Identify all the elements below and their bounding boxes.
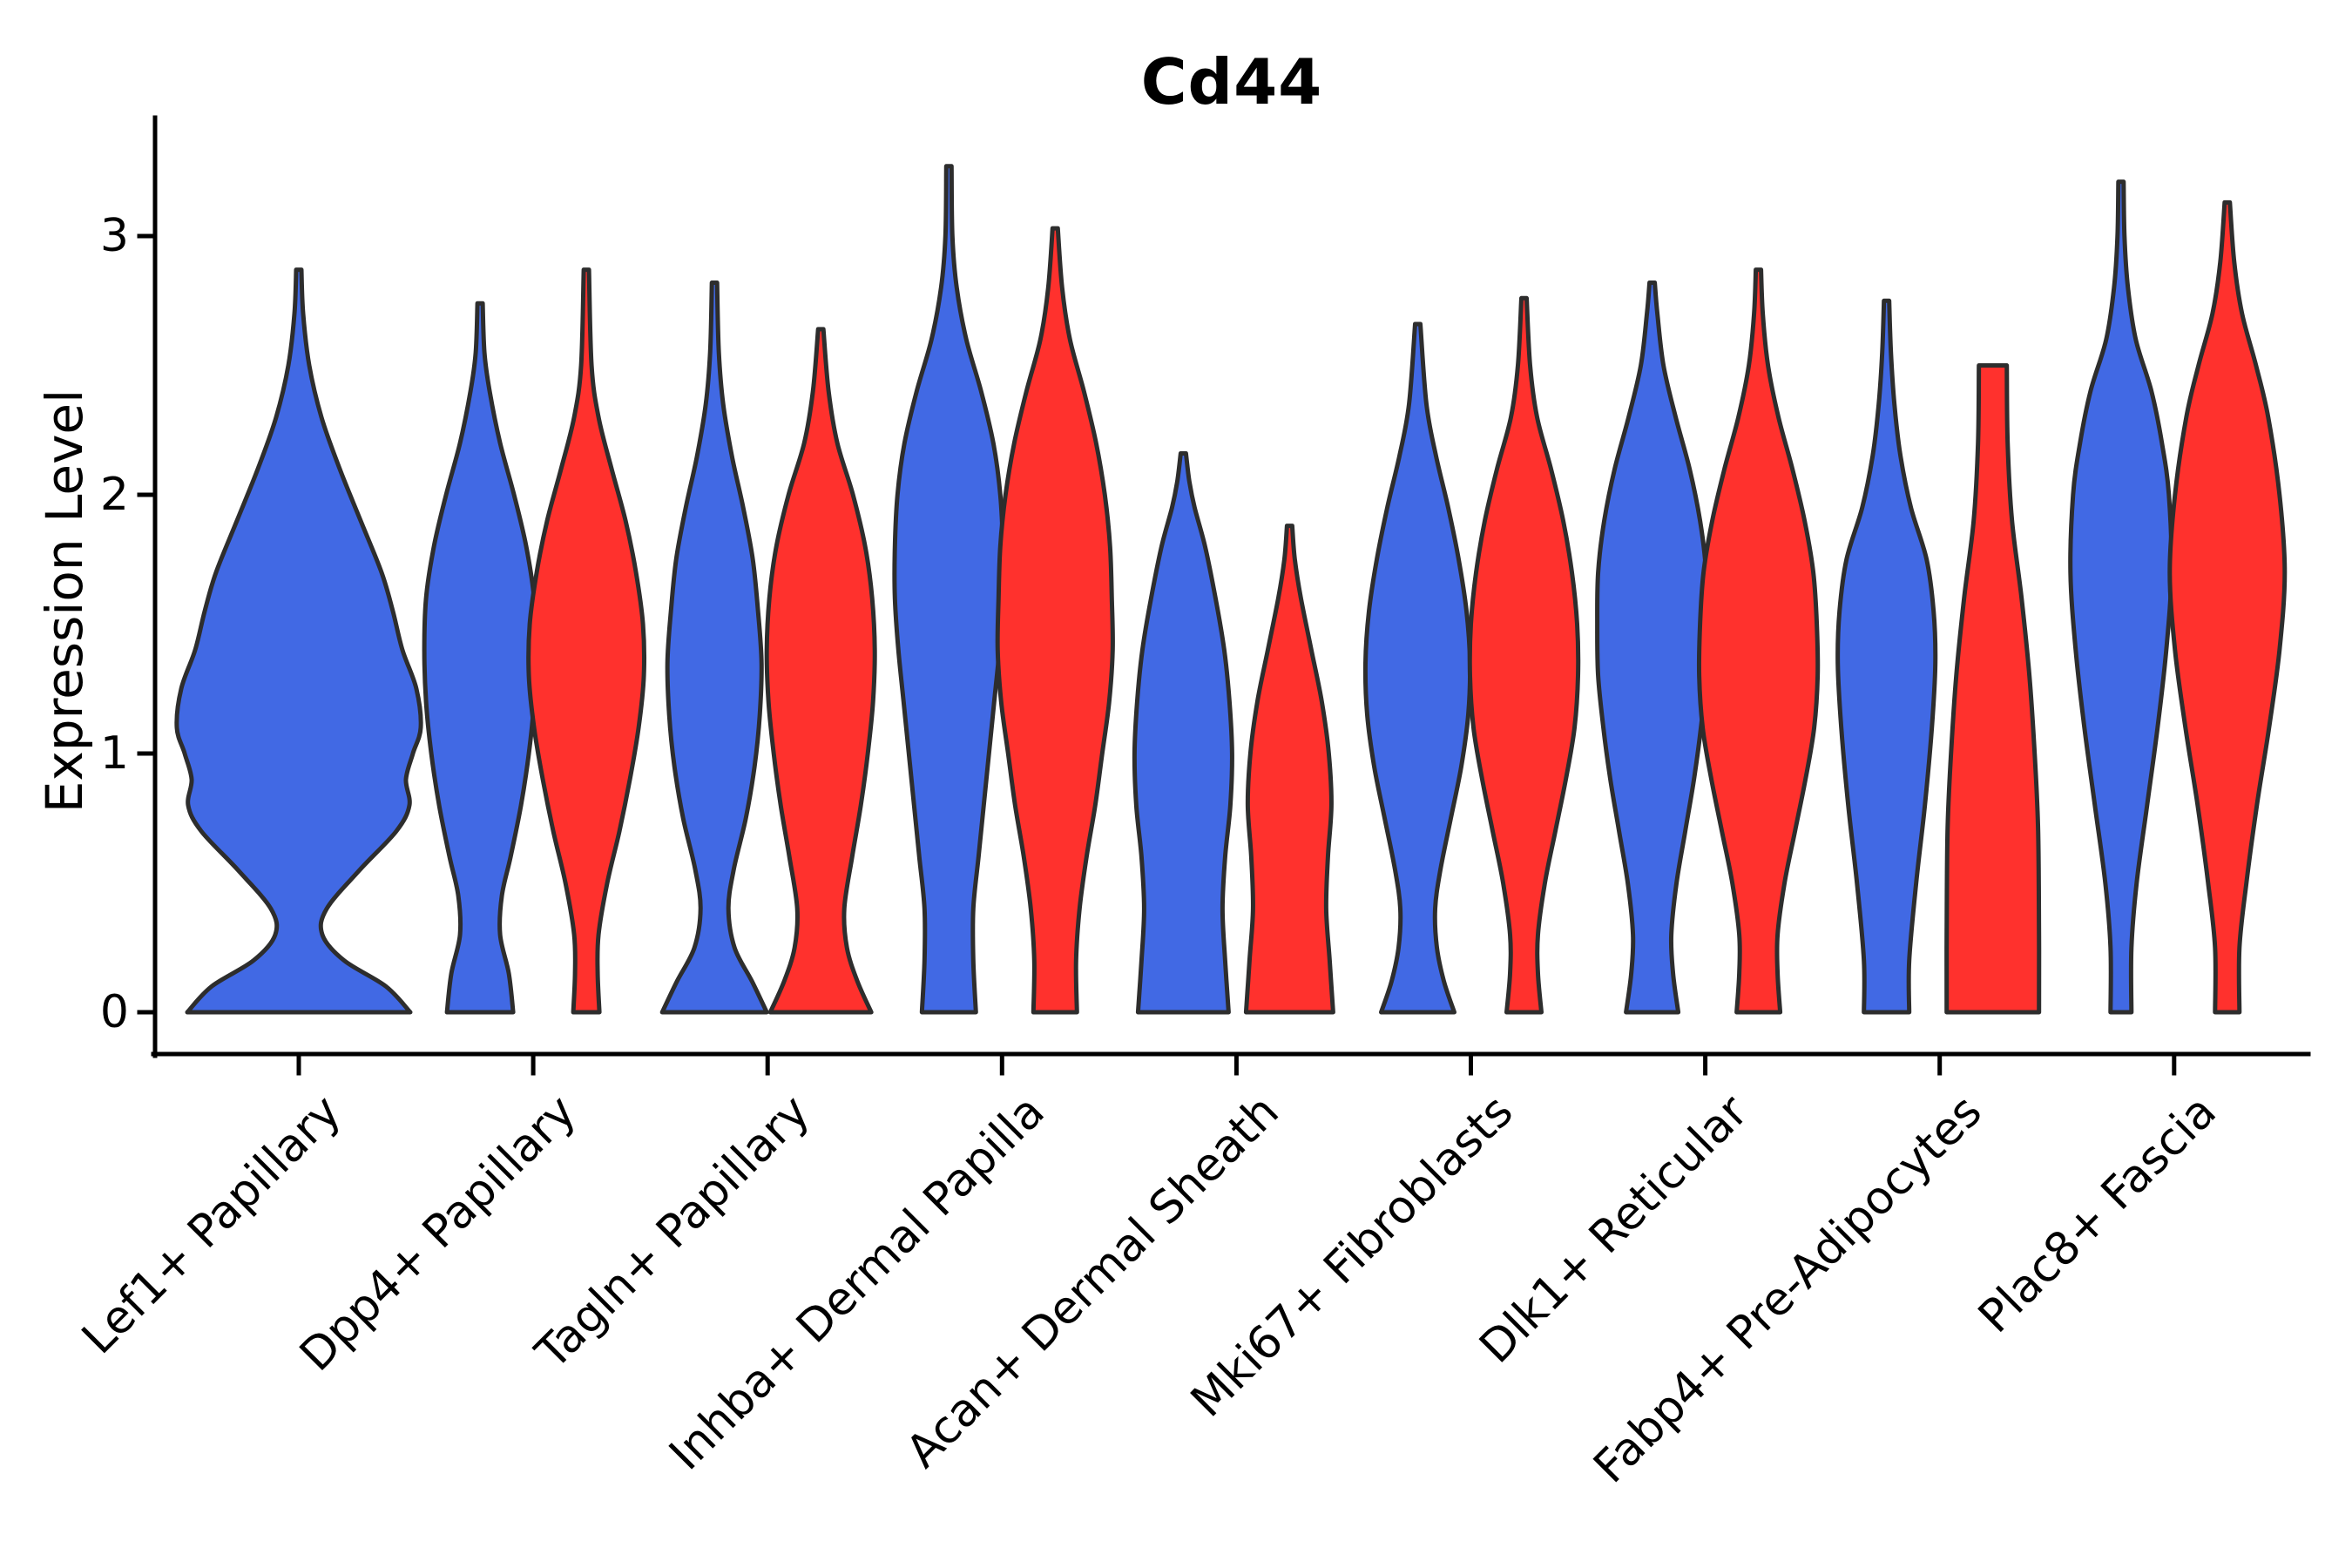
violin-Dpp4-red [526, 267, 647, 1015]
chart-title: Cd44 [1140, 45, 1323, 118]
violin-Plac8-red [2167, 199, 2288, 1015]
violin-Tagln-blue [659, 280, 769, 1015]
violin-Fabp4-red [1944, 363, 2042, 1015]
violin-Mki67-red [1467, 295, 1581, 1015]
violin-Dpp4-blue [422, 301, 538, 1015]
violin-Lef1-blue [174, 267, 423, 1015]
violin-Dlk1-red [1696, 267, 1821, 1015]
y-tick-label-3: 3 [99, 210, 129, 262]
violin-Tagln-red [764, 327, 877, 1015]
violin-Inhba-red [995, 226, 1115, 1015]
violin-Dlk1-blue [1595, 280, 1710, 1015]
violin-Inhba-blue [892, 164, 1006, 1015]
violins-layer [174, 164, 2288, 1015]
violin-Fabp4-blue [1835, 298, 1938, 1015]
axes-layer [137, 115, 2311, 1076]
y-tick-label-2: 2 [99, 469, 129, 521]
violin-Plac8-blue [2068, 179, 2174, 1015]
y-tick-label-1: 1 [99, 727, 129, 780]
y-tick-label-0: 0 [99, 986, 129, 1038]
violin-Acan-blue [1132, 451, 1234, 1015]
violin-Mki67-blue [1362, 321, 1473, 1015]
violin-Acan-red [1243, 524, 1335, 1015]
